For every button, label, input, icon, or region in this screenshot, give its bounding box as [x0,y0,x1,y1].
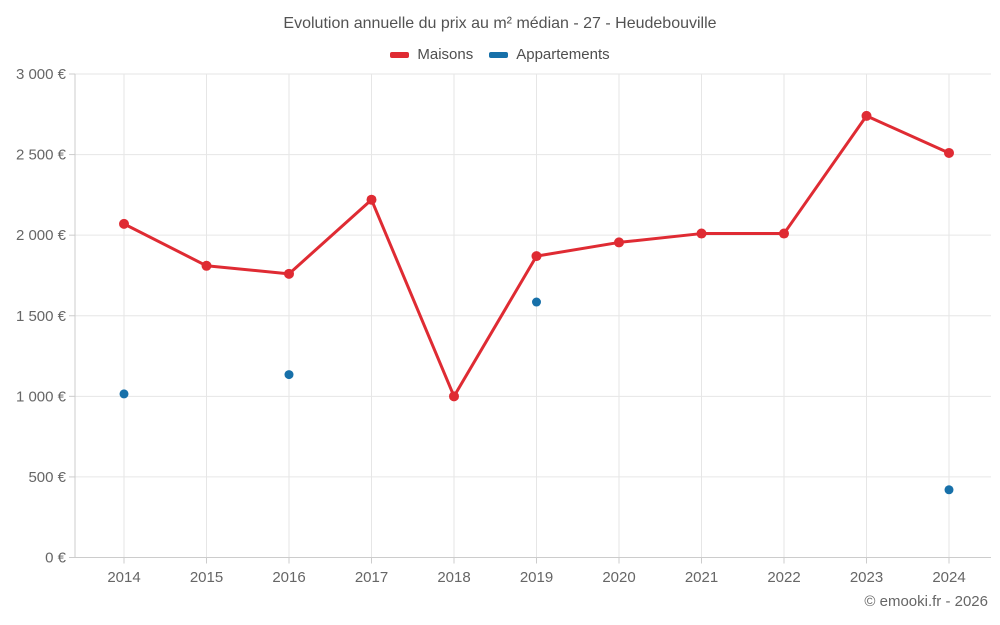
maisons-point-2020[interactable] [614,237,624,248]
y-axis-tick-label: 0 € [45,550,67,567]
appartements-series-swatch-icon [489,51,509,58]
appartements-point-2014[interactable] [119,389,129,399]
y-axis-tick-label: 1 000 € [16,388,67,405]
maisons-point-2018[interactable] [449,391,459,402]
chart-title: Evolution annuelle du prix au m² médian … [283,15,717,32]
maisons-point-2016[interactable] [284,268,294,279]
x-axis-tick-label: 2022 [767,569,800,586]
x-axis-tick-label: 2016 [272,569,305,586]
legend: Maisons Appartements [0,46,1000,63]
x-axis-tick-label: 2018 [437,569,470,586]
x-axis-tick-label: 2014 [107,569,140,586]
x-axis-tick-label: 2023 [850,569,883,586]
x-axis-tick-label: 2019 [520,569,553,586]
x-axis-tick-label: 2024 [932,569,965,586]
maisons-point-2014[interactable] [119,218,129,229]
appartements-point-2019[interactable] [532,297,541,307]
x-axis-tick-label: 2021 [685,569,718,586]
y-axis-tick-label: 2 000 € [16,227,67,244]
x-axis-tick-label: 2015 [190,569,223,586]
appartements-point-2024[interactable] [944,485,954,495]
legend-item-appartements[interactable]: Appartements [489,46,610,63]
y-axis-tick-label: 500 € [28,469,66,486]
maisons-point-2015[interactable] [201,260,212,271]
x-axis-tick-label: 2017 [355,569,388,586]
maisons-point-2023[interactable] [861,110,872,121]
legend-label-maisons: Maisons [417,46,474,63]
legend-label-appartements: Appartements [516,46,610,63]
footer-credit: © emooki.fr - 2026 [864,593,988,610]
maisons-series-swatch-icon [390,51,410,58]
legend-item-maisons[interactable]: Maisons [390,46,473,63]
maisons-point-2021[interactable] [696,228,707,239]
y-axis-tick-label: 2 500 € [16,147,67,164]
y-axis-tick-label: 1 500 € [16,308,67,325]
maisons-point-2022[interactable] [779,228,789,239]
maisons-point-2017[interactable] [366,194,377,205]
x-axis-tick-label: 2020 [602,569,635,586]
maisons-point-2019[interactable] [531,251,542,262]
maisons-point-2024[interactable] [944,147,954,158]
appartements-point-2016[interactable] [284,370,294,380]
y-axis-tick-label: 3 000 € [16,66,67,83]
